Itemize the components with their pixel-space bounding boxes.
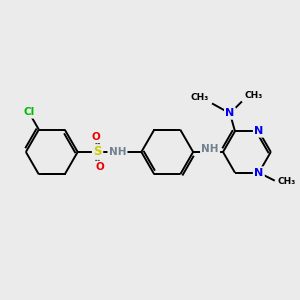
Text: N: N: [254, 126, 263, 136]
Text: NH: NH: [201, 144, 219, 154]
Text: O: O: [95, 162, 104, 172]
Text: CH₃: CH₃: [278, 177, 296, 186]
Text: N: N: [254, 168, 263, 178]
Text: NH: NH: [109, 147, 126, 157]
Text: CH₃: CH₃: [245, 92, 263, 100]
Text: CH₃: CH₃: [191, 93, 209, 102]
Text: O: O: [91, 132, 100, 142]
Text: Cl: Cl: [23, 107, 34, 117]
Text: S: S: [93, 146, 102, 158]
Text: N: N: [225, 108, 235, 118]
